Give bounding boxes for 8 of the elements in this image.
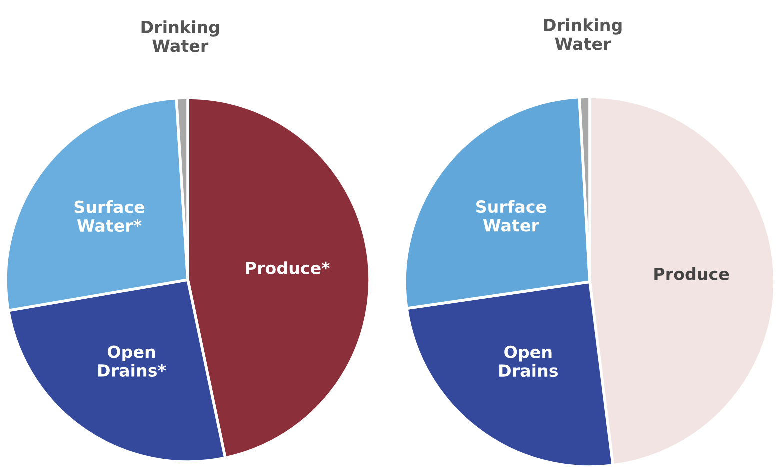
slice-label: Open Drains* (98, 346, 166, 377)
slice-label: Produce* (246, 262, 330, 274)
slice-label: Drinking Water (544, 18, 622, 50)
slice-label: Surface Water* (74, 200, 145, 232)
slice-label: Drinking Water (142, 20, 220, 52)
slice-label: Produce (654, 268, 730, 280)
slice-label: Open Drains (500, 346, 558, 378)
slice-label: Surface Water (476, 200, 546, 232)
